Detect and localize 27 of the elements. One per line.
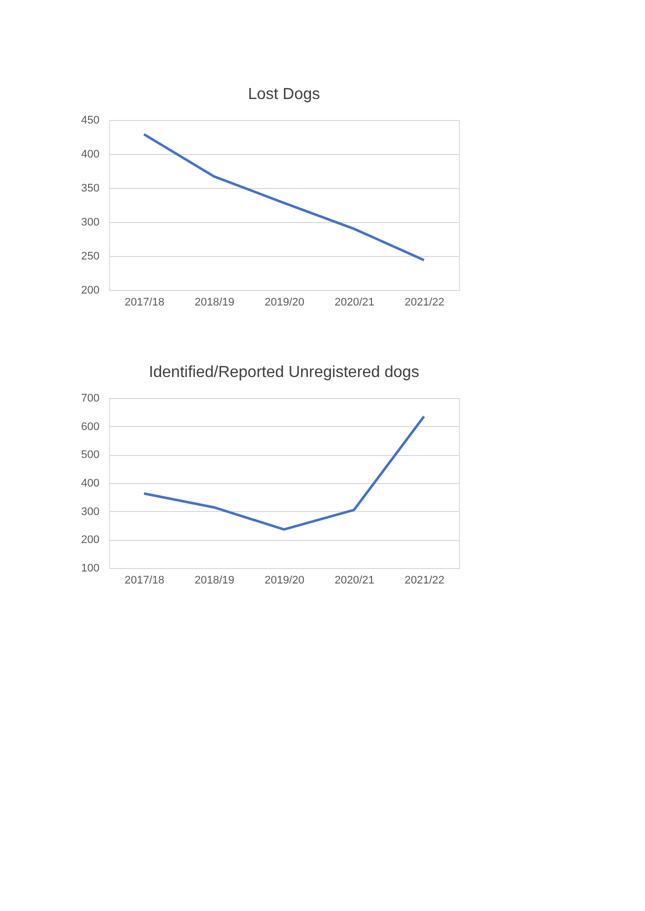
y-tick-label: 450 [81, 114, 100, 126]
x-tick-label: 2017/18 [124, 574, 164, 586]
y-tick-label: 200 [81, 284, 100, 296]
chart-title: Lost Dogs [248, 86, 320, 103]
x-tick-label: 2021/22 [404, 296, 444, 308]
y-tick-label: 600 [81, 420, 100, 433]
x-tick-label: 2019/20 [264, 296, 304, 308]
y-tick-label: 400 [81, 148, 100, 160]
line-series [142, 133, 426, 262]
y-tick-label: 350 [81, 182, 100, 194]
x-tick-label: 2021/22 [404, 574, 444, 586]
chart-title: Identified/Reported Unregistered dogs [148, 364, 420, 381]
x-tick-label: 2020/21 [334, 574, 374, 586]
y-tick-label: 400 [81, 478, 100, 490]
y-tick-label: 300 [81, 216, 100, 228]
x-tick-label: 2017/18 [124, 296, 164, 308]
y-tick-label: 300 [81, 506, 100, 518]
y-tick-label: 250 [81, 250, 100, 262]
x-tick-label: 2018/19 [194, 296, 234, 308]
y-tick-label: 500 [81, 449, 100, 462]
y-tick-label: 100 [81, 562, 100, 574]
y-tick-label: 200 [81, 534, 100, 546]
x-tick-label: 2020/21 [334, 296, 374, 308]
line-series [142, 415, 426, 531]
y-tick-label: 700 [81, 392, 100, 404]
x-tick-label: 2019/20 [264, 574, 304, 586]
x-tick-label: 2018/19 [194, 574, 234, 586]
